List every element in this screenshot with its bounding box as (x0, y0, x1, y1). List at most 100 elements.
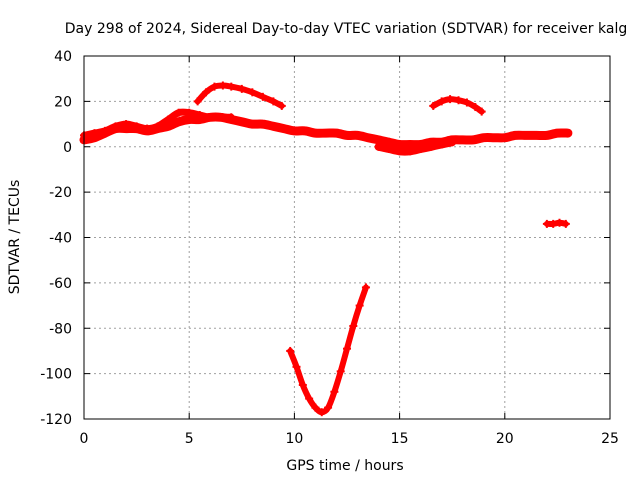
data-point (343, 344, 351, 353)
data-series (79, 81, 573, 417)
y-tick-label: -40 (49, 231, 72, 247)
x-tick-label: 10 (285, 431, 303, 447)
chart-title: Day 298 of 2024, Sidereal Day-to-day VTE… (65, 21, 627, 37)
data-point (336, 367, 345, 376)
data-point (311, 129, 320, 138)
data-point (237, 117, 246, 126)
data-point (458, 135, 467, 144)
data-point (269, 97, 278, 106)
data-point (248, 88, 257, 97)
grid-lines (84, 56, 610, 419)
data-point (549, 219, 558, 228)
data-point (258, 120, 267, 129)
data-point (532, 131, 541, 140)
data-point (364, 133, 373, 142)
data-point (395, 140, 404, 149)
data-point (332, 129, 341, 138)
data-point (132, 122, 141, 131)
data-point (111, 122, 120, 131)
data-point (500, 133, 509, 142)
data-point (427, 142, 436, 151)
x-tick-label: 5 (185, 431, 194, 447)
data-point (248, 120, 257, 129)
y-tick-label: 40 (54, 49, 72, 65)
data-point (153, 122, 162, 131)
data-point (216, 113, 225, 122)
y-tick-label: -20 (49, 185, 72, 201)
data-point (269, 122, 278, 131)
data-point (553, 129, 562, 138)
data-point (311, 403, 320, 412)
data-point (292, 362, 301, 371)
data-point (343, 131, 351, 140)
data-point (446, 95, 455, 104)
x-tick-label: 25 (601, 431, 619, 447)
data-point (511, 131, 520, 140)
data-point (174, 117, 183, 126)
y-tick-label: -120 (40, 412, 72, 428)
data-point (353, 131, 362, 140)
data-point (355, 301, 364, 310)
data-point (164, 115, 173, 124)
data-point (279, 124, 288, 133)
y-tick-label: 0 (63, 140, 72, 156)
data-point (454, 96, 463, 105)
data-point (218, 81, 227, 90)
data-point (227, 113, 236, 122)
y-axis-label: SDTVAR / TECUs (7, 180, 23, 295)
data-point (490, 133, 499, 142)
data-point (300, 126, 309, 135)
y-tick-label: -60 (49, 276, 72, 292)
data-point (374, 135, 383, 144)
data-point (90, 129, 99, 138)
x-tick-label: 0 (80, 431, 89, 447)
series-v-dip (287, 284, 369, 416)
data-point (555, 218, 564, 227)
data-point (361, 283, 370, 292)
data-point (479, 133, 488, 142)
y-tick-label: -80 (49, 321, 72, 337)
data-point (122, 120, 131, 129)
data-point (385, 138, 394, 147)
data-point (286, 346, 295, 355)
data-point (542, 131, 551, 140)
y-tick-label: -100 (40, 367, 72, 383)
data-point (210, 82, 219, 91)
data-point (448, 138, 457, 147)
data-point (237, 84, 246, 93)
data-point (185, 108, 194, 117)
data-point (374, 142, 383, 151)
data-point (462, 98, 471, 107)
data-point (469, 135, 478, 144)
data-point (395, 147, 404, 156)
data-point (330, 387, 339, 396)
plot-frame (83, 55, 611, 420)
data-point (321, 129, 330, 138)
data-point (185, 115, 194, 124)
x-tick-label: 20 (496, 431, 514, 447)
data-point (429, 101, 438, 110)
data-point (471, 103, 480, 112)
data-point (385, 145, 394, 154)
series-hump-morning (194, 82, 285, 109)
data-point (298, 380, 307, 389)
data-point (317, 408, 326, 417)
y-tick-label: 20 (54, 94, 72, 110)
data-point (477, 107, 486, 116)
data-point (437, 97, 446, 106)
data-point (143, 124, 152, 133)
data-point (193, 97, 202, 106)
data-point (227, 82, 236, 91)
data-point (561, 219, 570, 228)
axis-ticks: 0 5 10 15 20 25 -120 -100 -80 -60 -40 -20 0 20 40 (40, 49, 619, 447)
data-point (324, 403, 333, 412)
data-point (174, 108, 183, 117)
data-point (563, 129, 572, 138)
data-point (258, 92, 267, 101)
x-axis-label: GPS time / hours (286, 458, 403, 474)
data-point (406, 140, 415, 149)
data-point (349, 321, 358, 330)
data-point (101, 126, 110, 135)
data-point (305, 394, 314, 403)
data-point (206, 113, 215, 122)
